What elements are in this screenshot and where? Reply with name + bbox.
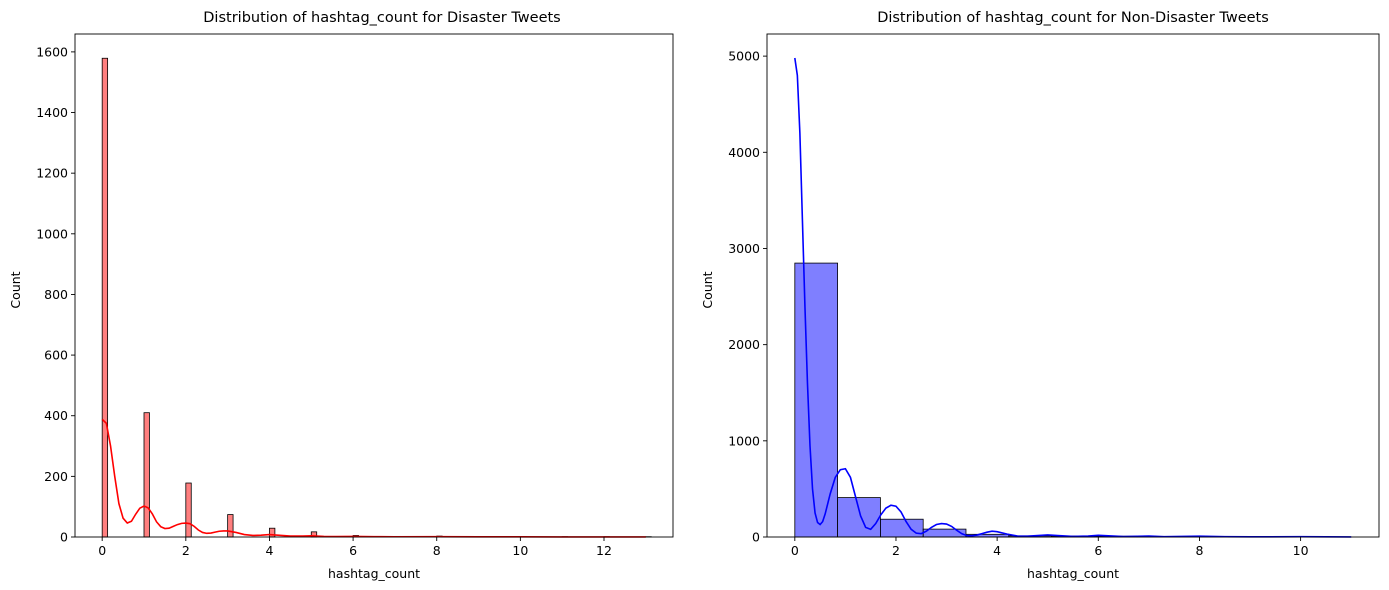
disaster-x-tick-label-1: 2 [182, 543, 190, 558]
non-disaster-x-tick-label-0: 0 [791, 543, 799, 558]
non-disaster-bar-1 [837, 497, 881, 538]
disaster-x-tick-label-0: 0 [98, 543, 106, 558]
non-disaster-y-tick-label-4: 4000 [728, 145, 760, 160]
non-disaster-y-tick-label-1: 1000 [728, 433, 760, 448]
non-disaster-chart-title: Distribution of hashtag_count for Non-Di… [877, 10, 1269, 26]
disaster-y-tick-label-1: 200 [44, 469, 68, 484]
disaster-bar-1 [143, 412, 150, 538]
non-disaster-x-axis-label: hashtag_count [1027, 566, 1119, 581]
non-disaster-x-tick-label-2: 4 [993, 543, 1001, 558]
disaster-y-tick-label-7: 1400 [36, 105, 68, 120]
non-disaster-bar-0 [794, 262, 839, 538]
disaster-y-tick-label-4: 800 [44, 287, 68, 302]
non-disaster-plot-frame [766, 33, 1380, 538]
non-disaster-x-tick-label-4: 8 [1195, 543, 1203, 558]
disaster-x-tick-label-3: 6 [349, 543, 357, 558]
non-disaster-y-tick-label-5: 5000 [728, 49, 760, 64]
non-disaster-y-axis-label: Count [700, 271, 715, 308]
non-disaster-x-tick-label-3: 6 [1094, 543, 1102, 558]
disaster-y-tick-label-5: 1000 [36, 226, 68, 241]
disaster-bar-0 [101, 57, 109, 538]
non-disaster-y-tick-label-2: 2000 [728, 337, 760, 352]
disaster-x-tick-label-4: 8 [433, 543, 441, 558]
disaster-x-tick-label-2: 4 [265, 543, 273, 558]
disaster-x-tick-label-5: 10 [512, 543, 528, 558]
disaster-y-tick-label-6: 1200 [36, 166, 68, 181]
disaster-chart-title: Distribution of hashtag_count for Disast… [203, 10, 560, 26]
disaster-x-axis-label: hashtag_count [328, 566, 420, 581]
disaster-y-axis-label: Count [8, 271, 23, 308]
non-disaster-y-tick-label-0: 0 [752, 530, 760, 545]
non-disaster-kde-line [794, 57, 1352, 538]
non-disaster-y-tick-label-3: 3000 [728, 241, 760, 256]
non-disaster-x-tick-label-1: 2 [892, 543, 900, 558]
disaster-bar-2 [185, 482, 192, 538]
disaster-y-tick-label-0: 0 [60, 530, 68, 545]
non-disaster-histogram-panel: Distribution of hashtag_count for Non-Di… [700, 10, 1380, 581]
disaster-kde-line [101, 418, 646, 538]
disaster-plot-frame [74, 33, 674, 538]
disaster-histogram-panel: Distribution of hashtag_count for Disast… [8, 10, 674, 581]
disaster-y-tick-label-2: 400 [44, 408, 68, 423]
non-disaster-bar-2 [879, 518, 924, 538]
disaster-y-tick-label-8: 1600 [36, 44, 68, 59]
non-disaster-x-tick-label-5: 10 [1293, 543, 1309, 558]
disaster-bar-3 [227, 514, 234, 538]
disaster-x-tick-label-6: 12 [596, 543, 612, 558]
disaster-y-tick-label-3: 600 [44, 348, 68, 363]
